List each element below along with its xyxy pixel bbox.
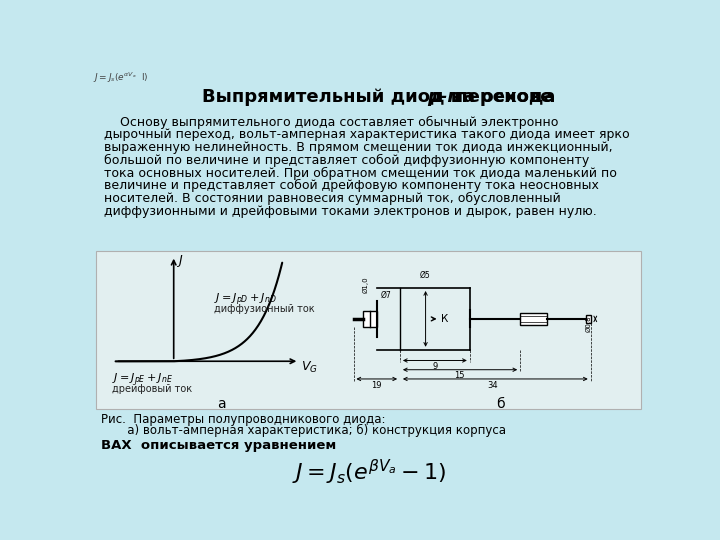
Bar <box>520 313 547 325</box>
Text: $J = J_{pD} + J_{nD}$: $J = J_{pD} + J_{nD}$ <box>214 292 276 308</box>
Text: 15: 15 <box>454 372 465 380</box>
Text: б: б <box>496 397 505 411</box>
Text: дырочный переход, вольт-амперная характеристика такого диода имеет ярко: дырочный переход, вольт-амперная характе… <box>104 129 629 141</box>
Text: 19: 19 <box>372 381 382 389</box>
Text: $J = J_s(e^{\beta V_a} - 1)$: $J = J_s(e^{\beta V_a} - 1)$ <box>292 458 446 488</box>
Text: диффузионными и дрейфовыми токами электронов и дырок, равен нулю.: диффузионными и дрейфовыми токами электр… <box>104 205 597 218</box>
Text: Рис.  Параметры полупроводникового диода:: Рис. Параметры полупроводникового диода: <box>101 413 385 426</box>
Text: а: а <box>217 397 226 411</box>
Text: выраженную нелинейность. В прямом смещении ток диода инжекционный,: выраженную нелинейность. В прямом смещен… <box>104 141 613 154</box>
Text: большой по величине и представляет собой диффузионную компоненту: большой по величине и представляет собой… <box>104 154 589 167</box>
Text: носителей. В состоянии равновесия суммарный ток, обусловленный: носителей. В состоянии равновесия суммар… <box>104 192 561 205</box>
Text: величине и представляет собой дрейфовую компоненту тока неосновных: величине и представляет собой дрейфовую … <box>104 179 599 192</box>
Text: $J=J_s(e^{\alpha V_a}\ \ \mathrm{l})$: $J=J_s(e^{\alpha V_a}\ \ \mathrm{l})$ <box>93 71 148 85</box>
Text: диффузионный ток: диффузионный ток <box>214 304 315 314</box>
Text: $J$: $J$ <box>176 253 184 269</box>
Bar <box>586 315 590 323</box>
Text: 9: 9 <box>432 362 438 371</box>
Text: $J = J_{pE} + J_{nE}$: $J = J_{pE} + J_{nE}$ <box>112 372 173 388</box>
Text: $V_G$: $V_G$ <box>301 360 318 375</box>
Text: Основу выпрямительного диода составляет обычный электронно: Основу выпрямительного диода составляет … <box>104 116 558 129</box>
Text: перехода: перехода <box>449 88 555 106</box>
Text: а) вольт-амперная характеристика; б) конструкция корпуса: а) вольт-амперная характеристика; б) кон… <box>101 423 506 437</box>
Bar <box>363 311 377 327</box>
Text: дрейфовый ток: дрейфовый ток <box>112 383 192 394</box>
Text: Ø1,0: Ø1,0 <box>362 277 368 294</box>
Text: Ø5: Ø5 <box>419 271 430 279</box>
Text: К: К <box>441 314 449 324</box>
Text: Ø7: Ø7 <box>381 291 392 300</box>
Text: p-n: p-n <box>427 88 460 106</box>
Text: ВАХ  описывается уравнением: ВАХ описывается уравнением <box>101 439 336 452</box>
Text: тока основных носителей. При обратном смещении ток диода маленький по: тока основных носителей. При обратном см… <box>104 166 617 179</box>
Text: Выпрямительный диод на основе: Выпрямительный диод на основе <box>202 88 559 106</box>
Text: Ø0,8: Ø0,8 <box>585 315 591 332</box>
Bar <box>96 251 641 409</box>
Text: 34: 34 <box>487 381 498 389</box>
